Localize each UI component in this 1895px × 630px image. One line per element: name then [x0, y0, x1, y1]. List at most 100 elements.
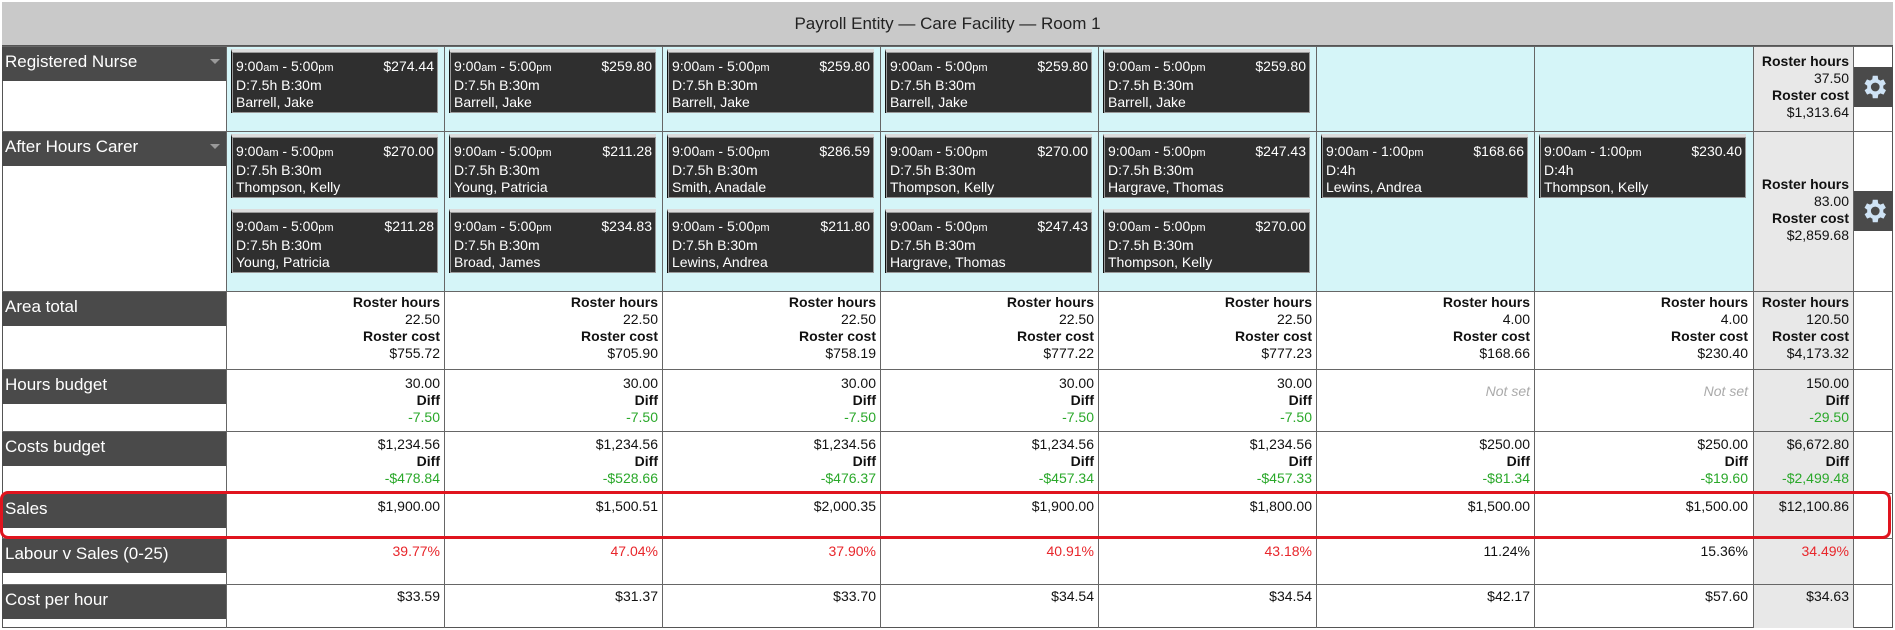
shift-card[interactable]: 9:00am - 5:00pm $259.80 D:7.5h B:30m Bar…	[1103, 49, 1310, 113]
shift-card[interactable]: 9:00am - 5:00pm $247.43 D:7.5h B:30m Har…	[1103, 134, 1310, 198]
shift-employee: Thompson, Kelly	[1108, 254, 1213, 270]
roster-hours-value: 4.00	[1720, 311, 1748, 327]
area-total-cell: Roster hours 22.50 Roster cost $777.22	[882, 294, 1094, 362]
cost-per-hour-cell: $33.70	[664, 588, 876, 605]
shift-cost: $247.43	[1255, 143, 1306, 159]
row-label-sales: Sales	[2, 494, 226, 528]
area-total-cell: Roster hours 22.50 Roster cost $705.90	[446, 294, 658, 362]
roster-cost-value: $755.72	[389, 345, 440, 361]
shift-detail: D:7.5h B:30m	[236, 237, 322, 253]
shift-time: 9:00am - 5:00pm	[672, 218, 770, 234]
chevron-down-icon[interactable]	[210, 144, 220, 149]
diff-label: Diff	[416, 453, 440, 469]
shift-time: 9:00am - 5:00pm	[890, 218, 988, 234]
shift-detail: D:4h	[1544, 162, 1574, 178]
shift-card[interactable]: 9:00am - 5:00pm $259.80 D:7.5h B:30m Bar…	[667, 49, 874, 113]
shift-employee: Young, Patricia	[236, 254, 330, 270]
diff-value: -$528.66	[602, 470, 658, 486]
shift-card[interactable]: 9:00am - 5:00pm $247.43 D:7.5h B:30m Har…	[885, 209, 1092, 273]
shift-detail: D:7.5h B:30m	[1108, 237, 1194, 253]
shift-cost: $211.80	[820, 218, 870, 234]
hours-budget-value: 30.00	[622, 375, 658, 391]
shift-employee: Thompson, Kelly	[236, 179, 341, 195]
shift-employee: Barrell, Jake	[1108, 94, 1186, 110]
roster-hours-label: Roster hours	[1761, 176, 1849, 192]
shift-card[interactable]: 9:00am - 5:00pm $259.80 D:7.5h B:30m Bar…	[449, 49, 656, 113]
row-label-registered-nurse[interactable]: Registered Nurse	[2, 47, 226, 81]
shift-card[interactable]: 9:00am - 5:00pm $211.28 D:7.5h B:30m You…	[231, 209, 438, 273]
shift-employee: Barrell, Jake	[454, 94, 532, 110]
cost-per-hour-value: $33.70	[833, 588, 876, 604]
row-label-after-hours-carer[interactable]: After Hours Carer	[2, 132, 226, 166]
shift-time: 9:00am - 5:00pm	[454, 58, 552, 74]
cost-per-hour-cell: $34.54	[1100, 588, 1312, 605]
shift-card[interactable]: 9:00am - 5:00pm $211.80 D:7.5h B:30m Lew…	[667, 209, 874, 273]
diff-label: Diff	[1825, 392, 1849, 408]
diff-value: -7.50	[1062, 409, 1094, 425]
totals-column-shifts	[1754, 47, 1853, 291]
sales-value: $1,800.00	[1249, 498, 1312, 514]
hours-budget-cell: Not set	[1318, 383, 1530, 400]
costs-budget-cell: $1,234.56 Diff -$457.33	[1100, 436, 1312, 487]
diff-value: -$478.84	[384, 470, 440, 486]
roster-hours-label: Roster hours	[1224, 294, 1312, 310]
ahc-settings-button[interactable]	[1854, 191, 1893, 231]
cost-per-hour-value: $57.60	[1705, 588, 1748, 604]
roster-cost-label: Roster cost	[798, 328, 876, 344]
shift-card[interactable]: 9:00am - 5:00pm $270.00 D:7.5h B:30m Tho…	[231, 134, 438, 198]
diff-value: -$81.34	[1482, 470, 1530, 486]
costs-budget-value: $250.00	[1697, 436, 1748, 452]
diff-label: Diff	[416, 392, 440, 408]
shift-cost: $274.44	[383, 58, 434, 74]
shift-card[interactable]: 9:00am - 5:00pm $270.00 D:7.5h B:30m Tho…	[1103, 209, 1310, 273]
rn-settings-button[interactable]	[1854, 67, 1893, 107]
roster-cost-label: Roster cost	[580, 328, 658, 344]
shift-cost: $247.43	[1037, 218, 1088, 234]
cost-per-hour-value: $34.63	[1806, 588, 1849, 604]
roster-cost-value: $758.19	[825, 345, 876, 361]
shift-card[interactable]: 9:00am - 5:00pm $211.28 D:7.5h B:30m You…	[449, 134, 656, 198]
shift-card[interactable]: 9:00am - 1:00pm $168.66 D:4h Lewins, And…	[1321, 134, 1528, 198]
labour-v-sales-cell: 34.49%	[1754, 543, 1849, 560]
sales-cell: $1,500.00	[1318, 498, 1530, 515]
roster-cost-value: $777.22	[1043, 345, 1094, 361]
roster-hours-label: Roster hours	[1442, 294, 1530, 310]
shift-employee: Lewins, Andrea	[1326, 179, 1422, 195]
hours-budget-cell: 150.00 Diff -29.50	[1754, 375, 1849, 426]
row-label-area-total: Area total	[2, 292, 226, 326]
shift-time: 9:00am - 5:00pm	[236, 143, 334, 159]
row-label-labour-v-sales: Labour v Sales (0-25)	[2, 539, 226, 573]
diff-label: Diff	[1825, 453, 1849, 469]
shift-cost: $211.28	[384, 218, 434, 234]
roster-cost-value: $2,859.68	[1786, 227, 1849, 243]
diff-value: -$457.34	[1038, 470, 1094, 486]
roster-hours-label: Roster hours	[1660, 294, 1748, 310]
diff-label: Diff	[1724, 453, 1748, 469]
gear-icon	[1864, 199, 1886, 223]
diff-value: -7.50	[408, 409, 440, 425]
chevron-down-icon[interactable]	[210, 59, 220, 64]
shift-time: 9:00am - 5:00pm	[236, 218, 334, 234]
shift-employee: Smith, Anadale	[672, 179, 767, 195]
cost-per-hour-cell: $34.63	[1754, 588, 1849, 605]
shift-card[interactable]: 9:00am - 5:00pm $270.00 D:7.5h B:30m Tho…	[885, 134, 1092, 198]
shift-card[interactable]: 9:00am - 5:00pm $286.59 D:7.5h B:30m Smi…	[667, 134, 874, 198]
row-label-text: Registered Nurse	[5, 52, 138, 71]
shift-time: 9:00am - 5:00pm	[454, 143, 552, 159]
shift-employee: Hargrave, Thomas	[1108, 179, 1224, 195]
diff-label: Diff	[852, 392, 876, 408]
not-set-text: Not set	[1703, 383, 1748, 399]
shift-card[interactable]: 9:00am - 5:00pm $234.83 D:7.5h B:30m Bro…	[449, 209, 656, 273]
ahc-roster-totals: Roster hours 83.00 Roster cost $2,859.68	[1754, 176, 1849, 244]
shift-card[interactable]: 9:00am - 5:00pm $274.44 D:7.5h B:30m Bar…	[231, 49, 438, 113]
labour-v-sales-value: 34.49%	[1801, 543, 1849, 559]
shift-card[interactable]: 9:00am - 1:00pm $230.40 D:4h Thompson, K…	[1539, 134, 1746, 198]
diff-value: -$2,499.48	[1782, 470, 1849, 486]
shift-time: 9:00am - 5:00pm	[890, 58, 988, 74]
cost-per-hour-cell: $33.59	[228, 588, 440, 605]
shift-card[interactable]: 9:00am - 5:00pm $259.80 D:7.5h B:30m Bar…	[885, 49, 1092, 113]
labour-v-sales-value: 47.04%	[610, 543, 658, 559]
shift-time: 9:00am - 5:00pm	[1108, 143, 1206, 159]
diff-label: Diff	[1506, 453, 1530, 469]
diff-label: Diff	[634, 392, 658, 408]
